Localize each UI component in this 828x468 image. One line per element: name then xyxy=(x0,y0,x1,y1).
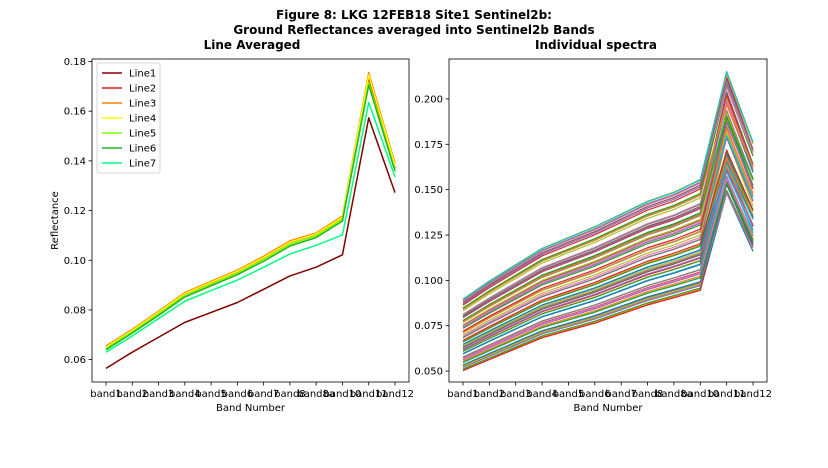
legend-label-line4: Line4 xyxy=(129,114,156,125)
legend-label-line1: Line1 xyxy=(129,69,156,80)
figure-title-line2: Ground Reflectances averaged into Sentin… xyxy=(233,23,594,37)
left-legend-box xyxy=(96,62,161,174)
right-y-tick-label: 0.050 xyxy=(414,367,443,378)
legend-label-line6: Line6 xyxy=(129,144,156,155)
spectrum-line-31 xyxy=(462,159,754,345)
left-x-tick-label: band1 xyxy=(90,389,122,400)
left-x-tick-label: band12 xyxy=(376,389,414,400)
left-y-axis-label: Reflectance xyxy=(50,191,61,250)
right-x-tick-label: band10 xyxy=(681,389,719,400)
spectrum-line-38 xyxy=(462,135,754,339)
left-series-line-line7 xyxy=(105,101,396,353)
left-x-tick-label: band4 xyxy=(169,389,201,400)
left-x-tick-label: band5 xyxy=(195,389,227,400)
right-y-tick-label: 0.100 xyxy=(414,276,443,287)
right-y-tick-label: 0.125 xyxy=(414,231,443,242)
right-x-tick-label: band1 xyxy=(447,389,479,400)
spectrum-line-4 xyxy=(462,180,754,372)
legend-label-line7: Line7 xyxy=(129,159,156,170)
left-x-axis-label: Band Number xyxy=(216,403,286,414)
left-series-line-line1 xyxy=(105,117,396,369)
legend-label-line3: Line3 xyxy=(129,99,156,110)
left-y-tick-label: 0.06 xyxy=(64,355,86,366)
legend-label-line5: Line5 xyxy=(129,129,156,140)
spectrum-line-70 xyxy=(462,71,754,300)
right-plot-area: band1band2band3band4band5band6band7band8… xyxy=(414,58,772,400)
right-x-tick-label: band5 xyxy=(553,389,585,400)
spectrum-line-63 xyxy=(462,86,754,309)
spectrum-line-49 xyxy=(462,112,754,326)
left-axes-frame xyxy=(91,58,410,383)
right-x-tick-label: band6 xyxy=(579,389,611,400)
right-x-tick-label: band11 xyxy=(708,389,746,400)
left-series-line-line6 xyxy=(105,84,396,351)
left-y-tick-label: 0.14 xyxy=(64,156,86,167)
spectrum-line-13 xyxy=(462,182,754,363)
legend-label-line2: Line2 xyxy=(129,84,156,95)
right-x-tick-label: band8a xyxy=(655,389,693,400)
left-x-tick-label: band7 xyxy=(248,389,280,400)
figure-title-line1: Figure 8: LKG 12FEB18 Site1 Sentinel2b: xyxy=(276,8,552,22)
left-y-tick-label: 0.12 xyxy=(64,206,86,217)
right-x-tick-label: band3 xyxy=(500,389,532,400)
left-y-tick-label: 0.10 xyxy=(64,256,86,267)
left-plot-area: band1band2band3band4band5band6band7band8… xyxy=(64,57,414,400)
spectrum-line-44 xyxy=(462,121,754,332)
left-x-tick-label: band8a xyxy=(297,389,335,400)
spectrum-line-33 xyxy=(462,150,754,343)
spectrum-line-11 xyxy=(462,183,754,366)
right-y-tick-label: 0.150 xyxy=(414,185,443,196)
spectrum-line-62 xyxy=(462,103,754,310)
left-y-tick-label: 0.08 xyxy=(64,305,86,316)
left-x-tick-label: band11 xyxy=(350,389,388,400)
right-x-axis-label: Band Number xyxy=(573,403,643,414)
spectrum-line-17 xyxy=(462,178,754,360)
right-x-tick-label: band8 xyxy=(632,389,664,400)
right-y-tick-label: 0.075 xyxy=(414,321,443,332)
left-x-tick-label: band10 xyxy=(324,389,362,400)
spectrum-line-34 xyxy=(462,149,754,341)
spectrum-line-18 xyxy=(462,169,754,358)
left-chart-title: Line Averaged xyxy=(204,38,301,52)
right-y-tick-label: 0.200 xyxy=(414,94,443,105)
left-legend: Line1 Line2 Line3 Line4 Line5 Line6 Line7 xyxy=(96,62,161,174)
right-x-tick-label: band12 xyxy=(734,389,772,400)
left-x-tick-label: band8 xyxy=(274,389,306,400)
right-chart-title: Individual spectra xyxy=(535,38,657,52)
left-x-tick-label: band2 xyxy=(117,389,149,400)
right-x-tick-label: band4 xyxy=(526,389,558,400)
left-y-tick-label: 0.18 xyxy=(64,57,86,68)
spectrum-line-42 xyxy=(462,127,754,334)
spectrum-line-53 xyxy=(462,115,754,321)
spectrum-line-58 xyxy=(462,104,754,316)
right-x-tick-label: band7 xyxy=(605,389,637,400)
right-y-tick-label: 0.175 xyxy=(414,140,443,151)
spectrum-line-45 xyxy=(462,122,754,328)
spectrum-line-25 xyxy=(462,168,754,350)
right-axes-frame xyxy=(448,58,768,383)
left-x-tick-label: band3 xyxy=(143,389,175,400)
left-x-tick-label: band6 xyxy=(222,389,254,400)
individual-spectra-chart: Individual spectra band1band2band3band4b… xyxy=(414,38,772,414)
spectrum-line-68 xyxy=(462,83,754,302)
line-averaged-chart: Line Averaged band1band2band3band4band5b… xyxy=(50,38,414,414)
right-x-tick-label: band2 xyxy=(474,389,506,400)
left-y-tick-label: 0.16 xyxy=(64,107,86,118)
